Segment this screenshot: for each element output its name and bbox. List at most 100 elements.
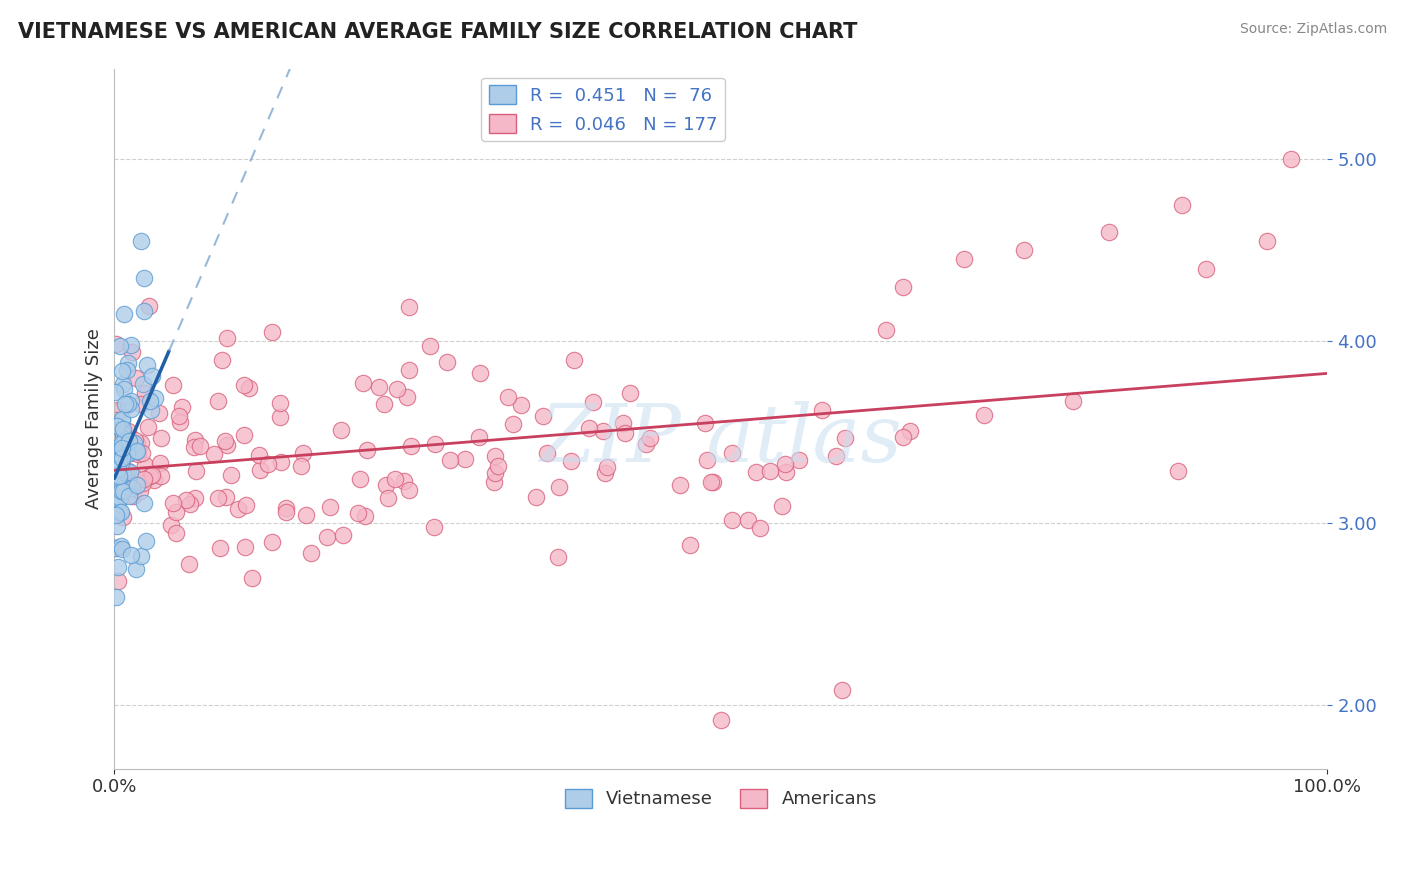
Point (105, 441, 128, 455)
Point (211, 353, 233, 368)
Point (124, 445, 146, 459)
Point (232, 377, 254, 392)
Point (385, 382, 408, 396)
Point (150, 431, 173, 445)
Point (775, 465, 797, 479)
Point (169, 409, 191, 423)
Point (104, 385, 127, 400)
Point (111, 441, 134, 455)
Point (111, 424, 134, 438)
Point (789, 453, 811, 467)
Point (132, 496, 155, 510)
Point (356, 442, 378, 457)
Point (111, 413, 134, 427)
Point (536, 446, 558, 460)
Point (395, 390, 418, 404)
Point (423, 437, 446, 451)
Point (160, 518, 183, 533)
Point (891, 430, 914, 444)
Point (696, 452, 718, 467)
Point (138, 393, 160, 408)
Point (139, 403, 162, 417)
Point (118, 465, 141, 479)
Point (122, 489, 145, 503)
Point (108, 436, 131, 450)
Point (484, 449, 506, 463)
Point (149, 468, 172, 483)
Point (127, 443, 149, 458)
Point (111, 438, 134, 452)
Point (179, 497, 201, 511)
Point (129, 397, 152, 411)
Point (148, 406, 170, 420)
Point (502, 417, 524, 432)
Point (228, 502, 250, 516)
Point (104, 541, 127, 555)
Point (117, 424, 139, 438)
Point (349, 472, 371, 486)
Point (875, 323, 897, 337)
Point (207, 394, 229, 409)
Point (135, 358, 157, 372)
Point (315, 530, 337, 544)
Point (111, 451, 134, 466)
Point (292, 446, 315, 460)
Point (468, 430, 491, 444)
Point (290, 458, 312, 473)
Point (165, 505, 187, 519)
Point (108, 505, 131, 519)
Point (108, 452, 131, 467)
Point (132, 270, 155, 285)
Point (770, 499, 793, 513)
Point (141, 368, 163, 383)
Point (710, 713, 733, 727)
Point (108, 469, 131, 483)
Point (219, 467, 242, 482)
Point (373, 397, 395, 411)
Point (107, 461, 129, 475)
Point (614, 425, 637, 440)
Point (560, 454, 582, 468)
Point (121, 481, 143, 495)
Point (124, 433, 146, 447)
Point (117, 464, 139, 478)
Point (973, 409, 995, 423)
Point (262, 326, 284, 340)
Point (112, 422, 135, 436)
Point (834, 431, 856, 445)
Point (619, 385, 641, 400)
Point (235, 498, 257, 512)
Point (748, 521, 770, 535)
Point (183, 440, 205, 454)
Point (700, 475, 723, 490)
Point (1098, 225, 1121, 239)
Point (721, 513, 744, 527)
Point (392, 474, 415, 488)
Point (104, 541, 127, 555)
Point (582, 395, 605, 409)
Point (118, 435, 141, 450)
Point (104, 508, 127, 522)
Point (270, 455, 292, 469)
Point (215, 331, 238, 345)
Point (108, 491, 131, 505)
Point (215, 490, 238, 504)
Point (524, 490, 547, 504)
Point (117, 356, 139, 370)
Point (112, 307, 135, 321)
Point (299, 546, 322, 560)
Point (484, 475, 506, 489)
Point (510, 398, 533, 412)
Point (215, 438, 238, 452)
Point (112, 382, 135, 396)
Point (149, 456, 172, 470)
Point (548, 480, 571, 494)
Point (562, 353, 585, 368)
Point (831, 683, 853, 698)
Point (132, 304, 155, 318)
Point (332, 527, 354, 541)
Point (354, 508, 377, 523)
Point (131, 445, 153, 459)
Point (1256, 234, 1278, 248)
Point (419, 339, 441, 353)
